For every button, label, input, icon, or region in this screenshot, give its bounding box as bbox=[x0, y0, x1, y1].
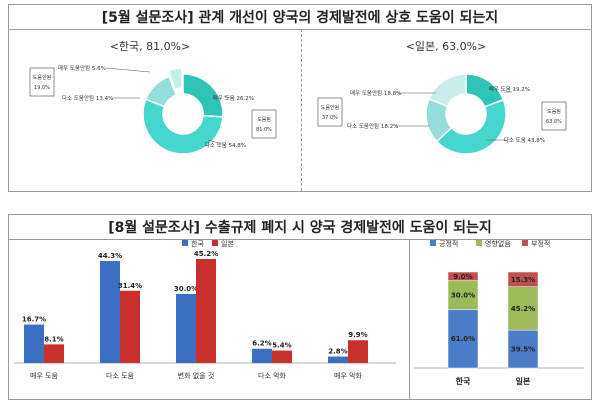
legend-swatch bbox=[212, 240, 218, 246]
bar-value-label: 8.1% bbox=[44, 335, 63, 343]
pie-slice bbox=[167, 67, 183, 91]
bar-value-label: 9.9% bbox=[348, 331, 367, 339]
slice-label: 매우 도움 19.2% bbox=[489, 85, 530, 93]
x-tick-label: 매우 악화 bbox=[334, 372, 363, 380]
group-label: 도움안됨 bbox=[33, 74, 51, 81]
x-tick-label: 다소 악화 bbox=[258, 371, 287, 380]
segment-value-label: 15.3% bbox=[511, 276, 535, 284]
legend-label: 영향없음 bbox=[485, 239, 511, 248]
leader-line bbox=[223, 95, 235, 100]
legend-swatch bbox=[182, 240, 188, 246]
bar bbox=[252, 348, 272, 363]
top-panel-title: [5월 설문조사] 관계 개선이 양국의 경제발전에 상호 도움이 되는지 bbox=[9, 5, 591, 30]
group-box bbox=[541, 101, 567, 131]
legend-swatch bbox=[430, 240, 436, 246]
group-label: 도움됨 bbox=[547, 108, 561, 115]
bar bbox=[100, 261, 120, 363]
bar bbox=[44, 344, 64, 363]
legend-label: 일본 bbox=[221, 239, 234, 248]
slice-label: 다소 도움안됨 18.2% bbox=[347, 122, 398, 130]
slice-label: 매우 도움안됨 18.8% bbox=[350, 89, 401, 97]
bar-value-label: 5.4% bbox=[272, 342, 291, 350]
slice-label: 매우 도움안됨 5.6% bbox=[58, 64, 106, 72]
slice-label: 다소 도움 54.8% bbox=[205, 141, 246, 149]
legend-label: 긍정적 bbox=[439, 239, 458, 248]
pie-slice bbox=[435, 98, 507, 155]
x-tick-label: 매우 도움 bbox=[30, 372, 59, 380]
stacked-bar-segment bbox=[507, 271, 539, 287]
bar bbox=[328, 356, 348, 363]
stacked-bar-segment bbox=[447, 309, 479, 369]
bar-value-label: 30.0% bbox=[174, 285, 198, 293]
pie-slice bbox=[428, 73, 467, 108]
slice-label: 다소 도움 43.8% bbox=[504, 136, 545, 144]
bar bbox=[348, 340, 368, 363]
leader-line bbox=[105, 67, 151, 73]
legend-label: 한국 bbox=[191, 240, 204, 248]
bottom-survey-panel: [8월 설문조사] 수출규제 폐지 시 양국 경제발전에 도움이 되는지 bbox=[8, 214, 592, 400]
legend-label: 부정적 bbox=[531, 239, 550, 248]
x-tick-label: 다소 도움 bbox=[106, 371, 135, 380]
stacked-bar-segment bbox=[507, 286, 539, 331]
pie-slice bbox=[142, 98, 224, 155]
bottom-panel-title: [8월 설문조사] 수출규제 폐지 시 양국 경제발전에 도움이 되는지 bbox=[9, 215, 591, 240]
x-tick-label: 한국 bbox=[456, 376, 471, 386]
group-label: 도움안됨 bbox=[321, 104, 339, 111]
group-value: 81.0% bbox=[256, 127, 272, 133]
stacked-bar-segment bbox=[447, 271, 479, 281]
slice-label: 다소 도움안됨 13.4% bbox=[62, 94, 113, 102]
slice-label: 매우 도움 26.2% bbox=[213, 94, 254, 102]
x-tick-label: 일본 bbox=[516, 376, 531, 386]
segment-value-label: 45.2% bbox=[511, 305, 535, 313]
segment-value-label: 61.0% bbox=[451, 335, 475, 343]
bar-value-label: 45.2% bbox=[194, 250, 218, 258]
panel-divider bbox=[409, 239, 410, 399]
x-tick-label: 변화 없을 것 bbox=[178, 371, 215, 380]
stacked-bar-segment bbox=[447, 280, 479, 310]
group-value: 37.0% bbox=[322, 115, 338, 121]
group-box bbox=[29, 67, 55, 97]
bar-value-label: 44.3% bbox=[98, 252, 122, 260]
bar-value-label: 31.4% bbox=[118, 282, 142, 290]
bar bbox=[120, 290, 140, 363]
pie-chart-title: <한국, 81.0%> bbox=[110, 40, 191, 53]
legend-swatch bbox=[476, 240, 482, 246]
bar bbox=[272, 350, 292, 363]
bar-value-label: 16.7% bbox=[22, 316, 46, 324]
segment-value-label: 9.0% bbox=[453, 273, 472, 281]
legend-swatch bbox=[522, 240, 528, 246]
bar-value-label: 6.2% bbox=[252, 340, 271, 348]
group-box bbox=[317, 97, 343, 127]
segment-value-label: 39.5% bbox=[511, 346, 535, 354]
pie-chart-title: <일본, 63.0%> bbox=[406, 39, 487, 53]
bar-value-label: 2.8% bbox=[328, 348, 347, 356]
panel-divider bbox=[301, 29, 302, 191]
bar bbox=[196, 259, 216, 363]
stacked-bar-segment bbox=[507, 329, 539, 369]
segment-value-label: 30.0% bbox=[451, 292, 475, 300]
leader-line bbox=[207, 139, 223, 145]
group-label: 도움됨 bbox=[257, 116, 271, 123]
group-value: 19.0% bbox=[34, 85, 50, 91]
group-value: 63.0% bbox=[546, 119, 562, 125]
pie-slice bbox=[144, 75, 178, 108]
group-box bbox=[251, 109, 277, 139]
bar bbox=[176, 293, 196, 363]
bar bbox=[24, 324, 44, 363]
